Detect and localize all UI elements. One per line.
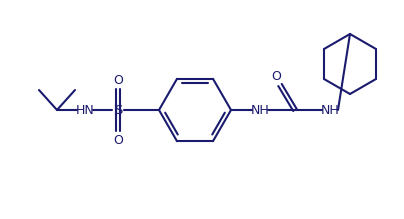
Text: O: O [113, 74, 123, 87]
Text: S: S [114, 104, 122, 117]
Text: NH: NH [321, 104, 339, 117]
Text: HN: HN [76, 104, 95, 117]
Text: O: O [271, 71, 281, 83]
Text: O: O [113, 134, 123, 147]
Text: NH: NH [250, 104, 269, 117]
